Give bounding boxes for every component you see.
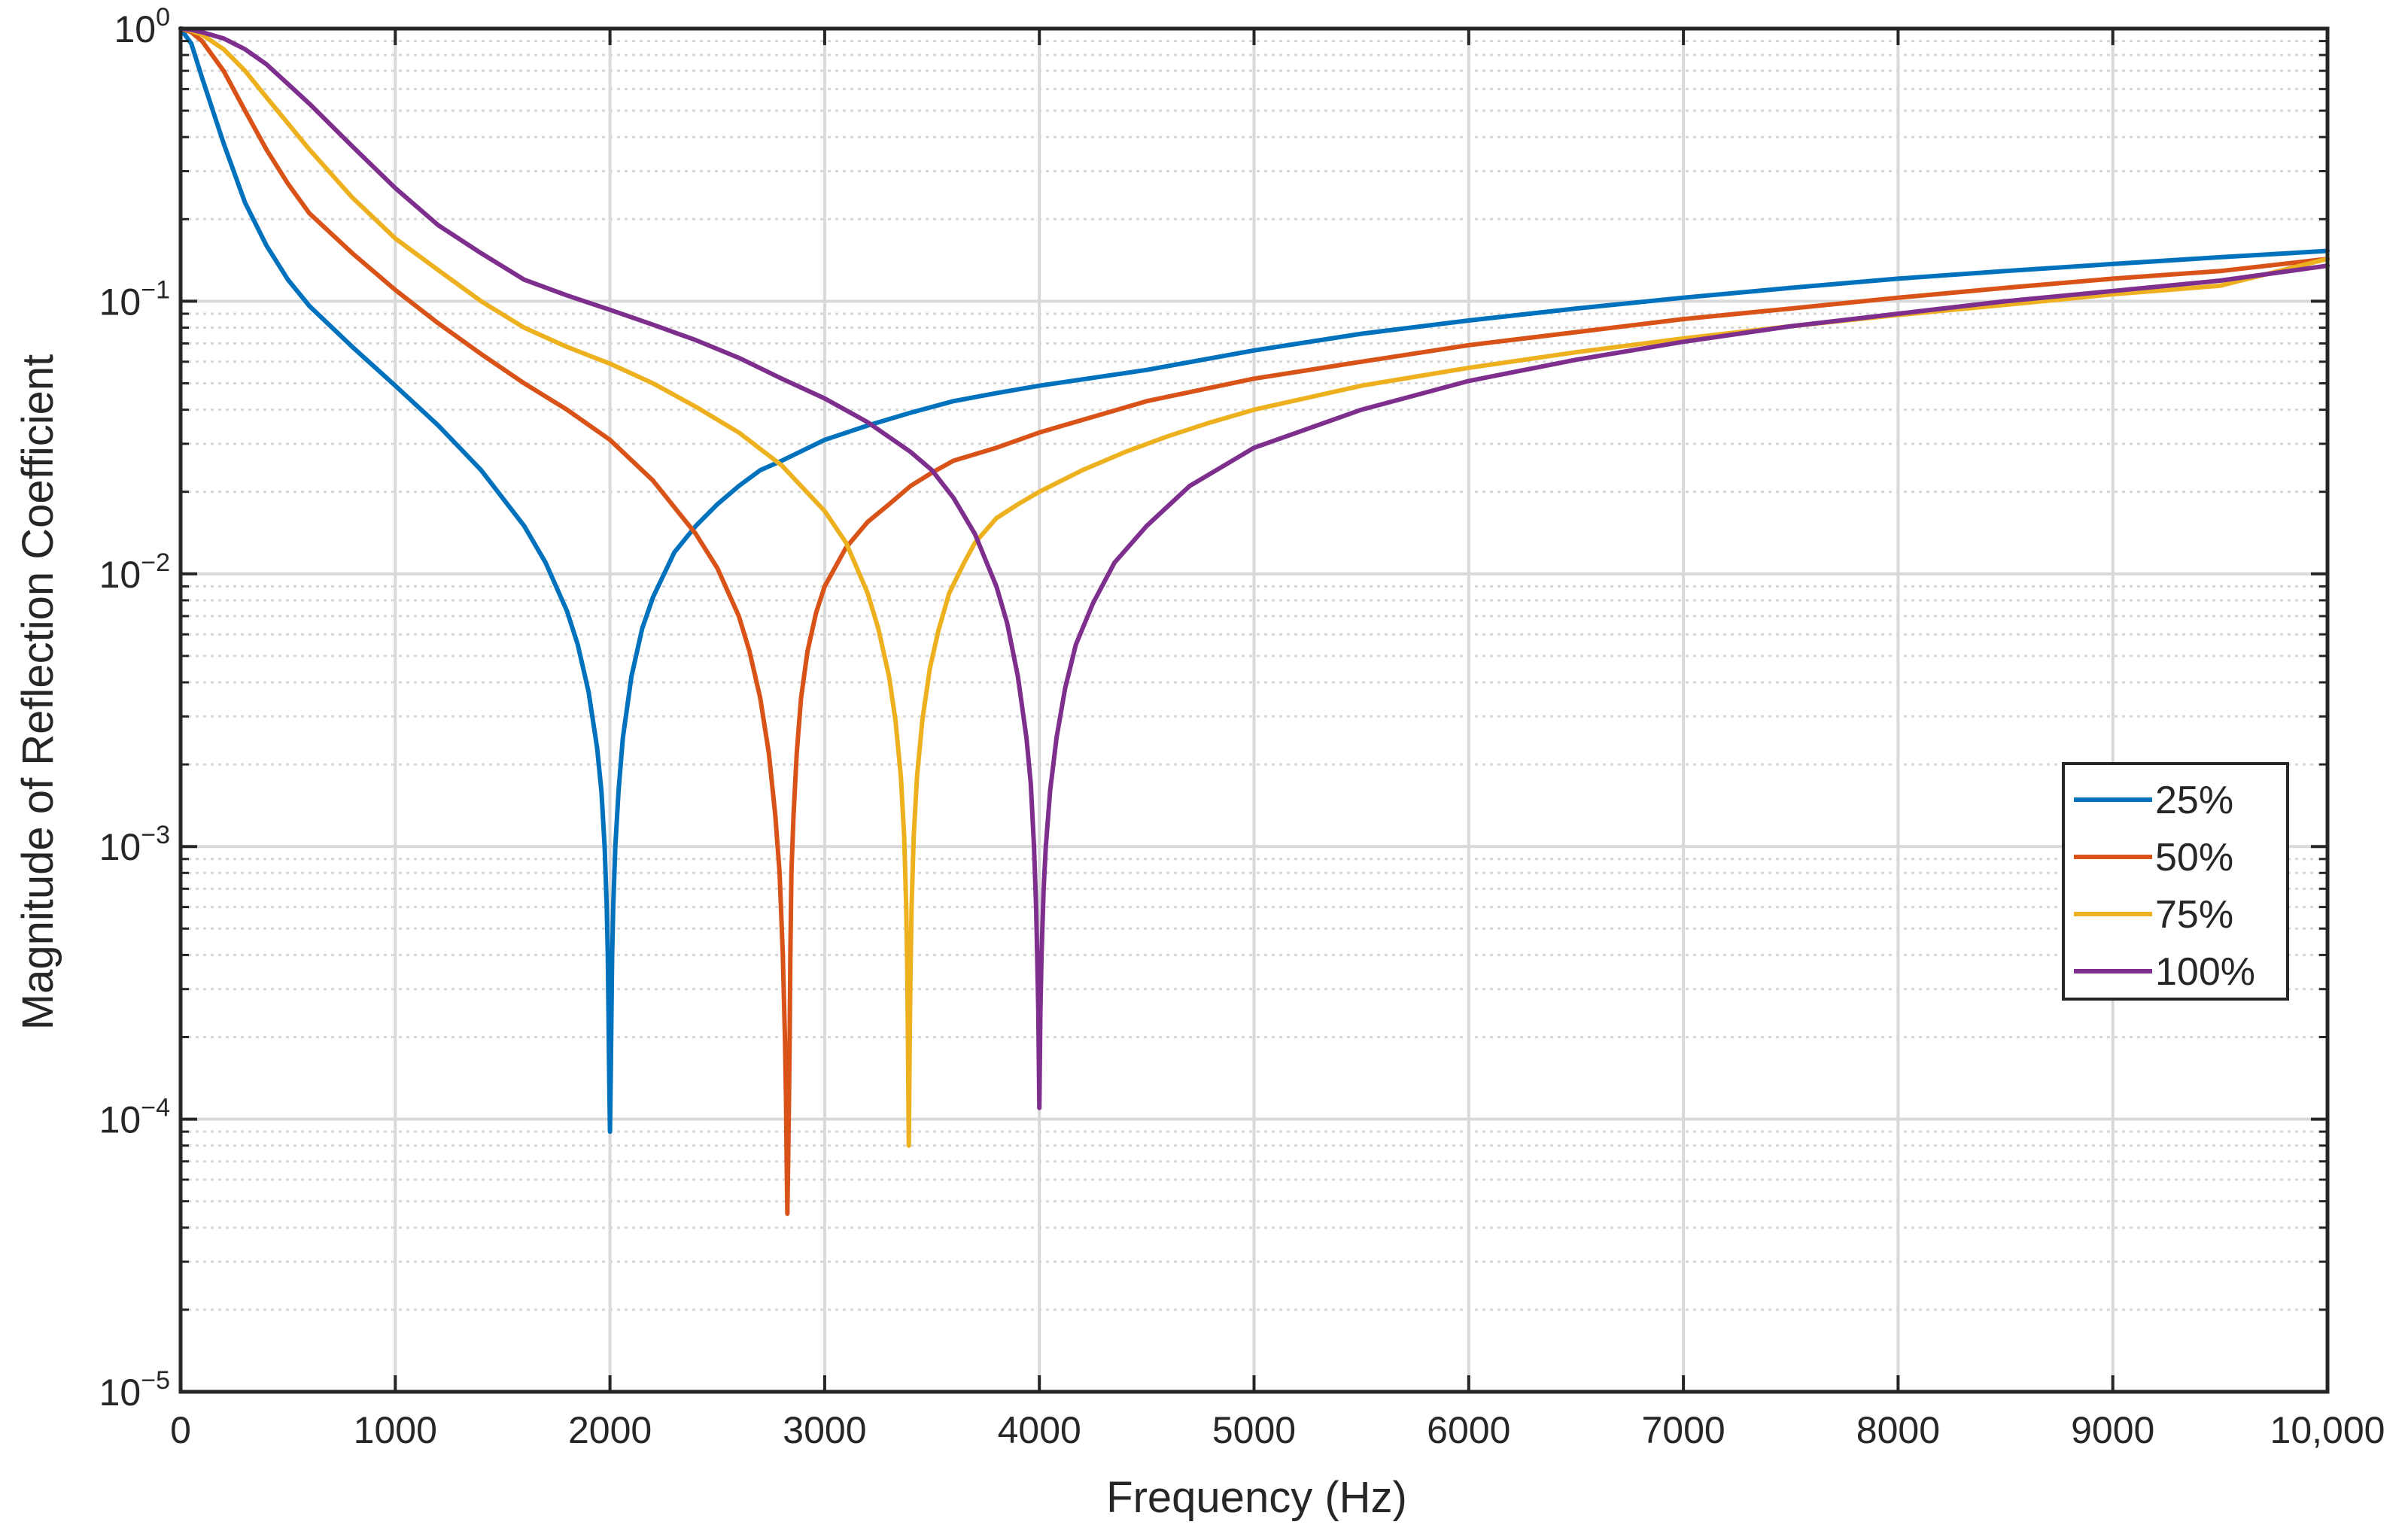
y-tick-label: 10−1	[99, 275, 170, 323]
legend-box	[2062, 762, 2289, 1001]
grid	[179, 27, 2329, 1393]
y-axis-tick-labels: 100 10−1 10−2 10−3 10−4 10−5	[99, 3, 170, 1414]
legend-label: 25%	[2155, 779, 2233, 822]
x-axis-tick-labels: 0 1000 2000 3000 4000 5000 6000 7000 8000 9000 10,…	[170, 1409, 2385, 1451]
axis-ticks	[179, 27, 2329, 1393]
y-tick-label: 10−5	[99, 1366, 170, 1414]
x-tick-label: 9000	[2071, 1409, 2154, 1451]
x-tick-label: 4000	[998, 1409, 1081, 1451]
x-tick-label: 0	[170, 1409, 191, 1451]
series-line-50pct	[178, 26, 2330, 1217]
y-tick-label: 10−2	[99, 548, 170, 596]
legend: 25% 50% 75% 100%	[2062, 762, 2289, 1001]
series-line-100pct	[178, 26, 2330, 1110]
x-tick-label: 6000	[1427, 1409, 1510, 1451]
x-tick-label: 1000	[354, 1409, 437, 1451]
x-tick-label: 5000	[1212, 1409, 1296, 1451]
x-tick-label: 10,000	[2270, 1409, 2385, 1451]
series-line-75pct	[178, 26, 2330, 1148]
legend-label: 50%	[2155, 836, 2233, 879]
y-axis-title: Magnitude of Reflection Coefficient	[14, 354, 62, 1030]
x-tick-label: 8000	[1856, 1409, 1940, 1451]
legend-label: 100%	[2155, 950, 2255, 994]
series-line-25pct	[178, 26, 2330, 1134]
x-axis-title: Frequency (Hz)	[1106, 1473, 1407, 1522]
x-tick-label: 7000	[1641, 1409, 1725, 1451]
x-tick-label: 2000	[568, 1409, 652, 1451]
y-tick-label: 10−3	[99, 821, 170, 868]
x-tick-label: 3000	[783, 1409, 866, 1451]
y-tick-label: 10−4	[99, 1094, 170, 1141]
legend-label: 75%	[2155, 893, 2233, 937]
y-tick-label: 100	[114, 3, 170, 50]
series-layer	[178, 26, 2330, 1217]
